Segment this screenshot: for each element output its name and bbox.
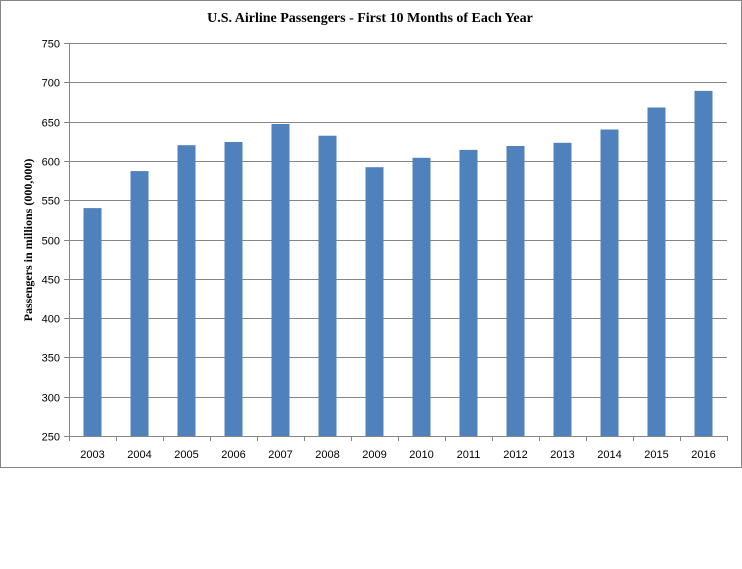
bar-2009 [365,167,384,436]
y-tick-label: 650 [42,118,60,130]
bar-2005 [177,145,196,436]
chart-title: U.S. Airline Passengers - First 10 Month… [207,11,533,26]
y-tick-label: 750 [42,39,60,51]
x-tick-label: 2006 [221,449,245,461]
bar-2011 [459,149,478,436]
x-tick-label: 2014 [597,449,621,461]
y-tick-label: 250 [42,432,60,444]
bar-2007 [271,124,290,436]
bar-2010 [412,157,431,437]
y-tick-label: 400 [42,314,60,326]
x-tick-label: 2003 [80,449,104,461]
x-tick-label: 2010 [409,449,433,461]
bar-2015 [647,107,666,436]
x-tick-label: 2015 [644,449,668,461]
gridlines [64,43,727,437]
x-tick-label: 2008 [315,449,339,461]
x-tick-label: 2013 [550,449,574,461]
y-tick-label: 300 [42,393,60,405]
x-tick-label: 2011 [457,449,481,461]
x-tick-label: 2005 [174,449,198,461]
y-tick-label: 350 [42,353,60,365]
x-tick-label: 2016 [691,449,715,461]
y-tick-label: 500 [42,236,60,248]
y-tick-labels: 250 300 350 400 450 500 550 600 650 700 750 [42,39,60,444]
y-tick-label: 600 [42,157,60,169]
x-tick-label: 2004 [127,449,151,461]
y-axis-label: Passengers in millions (000,000) [21,159,35,322]
bar-2003 [83,208,102,436]
bars [83,90,713,437]
bar-2006 [224,142,243,436]
y-tick-label: 550 [42,196,60,208]
bar-2016 [694,90,713,437]
y-tick-label: 700 [42,78,60,90]
bar-2013 [553,142,572,437]
x-tick-labels: 2003 2004 2005 2006 2007 2008 2009 2010 2011 2012… [80,449,715,461]
bar-2014 [600,129,619,436]
bar-2004 [130,171,149,436]
y-tick-label: 450 [42,275,60,287]
x-tick-label: 2007 [268,449,292,461]
axes [69,43,728,441]
bar-2012 [506,146,525,436]
x-tick-label: 2012 [503,449,527,461]
bar-2008 [318,135,337,436]
x-tick-label: 2009 [362,449,386,461]
